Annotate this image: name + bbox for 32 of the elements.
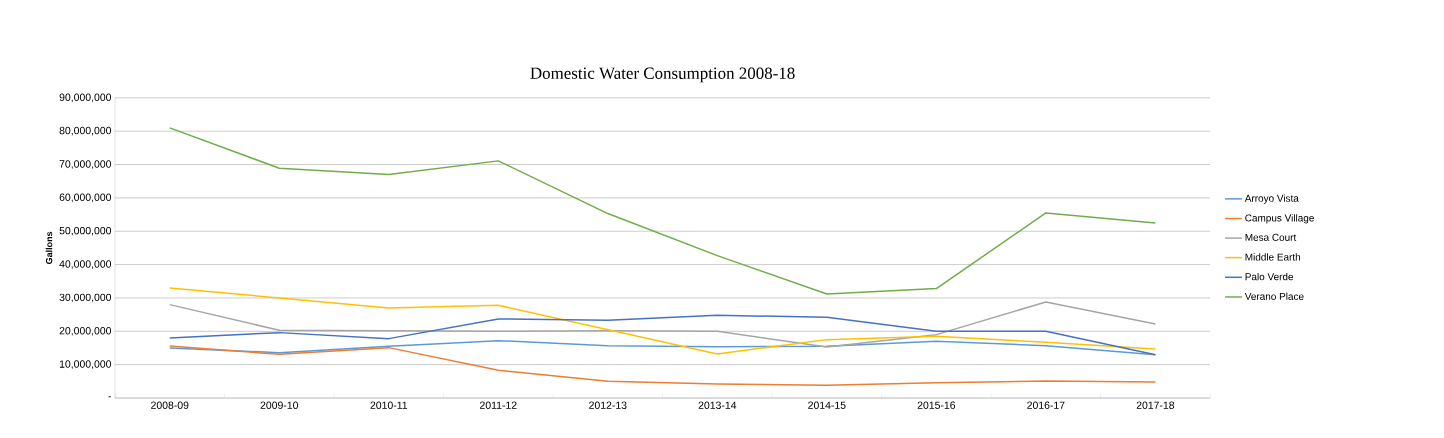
chart-title: Domestic Water Consumption 2008-18 [530,67,795,83]
x-tick-label: 2017-18 [1136,401,1175,409]
legend-label: Palo Verde [1245,272,1294,281]
x-tick-label: 2010-11 [370,401,408,409]
line-series [169,301,1157,348]
y-tick-label: 20,000,000 [59,326,112,336]
y-tick-label: 40,000,000 [59,260,112,269]
y-tick-label: 90,000,000 [59,93,112,103]
y-tick-label: 60,000,000 [59,193,112,203]
y-tick-label: 30,000,000 [59,293,112,303]
legend-label: Campus Village [1245,214,1314,224]
x-tick-label: 2012-13 [589,401,627,409]
x-tick-label: 2008-09 [151,401,189,409]
x-tick-label: 2011-12 [480,401,517,409]
x-tick-label: 2014-15 [808,401,846,409]
line-series [169,127,1157,295]
line-series [169,345,1157,387]
y-tick-label: 70,000,000 [59,160,112,169]
line-series [169,314,1157,356]
y-tick-label: 80,000,000 [59,126,112,136]
y-tick-label: - [108,396,112,398]
legend-label: Middle Earth [1245,253,1301,261]
x-tick-label: 2015-16 [917,401,956,409]
y-axis-title: Gallons [45,231,53,264]
legend-label: Arroyo Vista [1244,194,1299,204]
y-tick-label: 10,000,000 [59,360,112,369]
x-tick-label: 2013-14 [698,401,737,409]
x-tick-label: 2009-10 [260,401,299,409]
legend-label: Mesa Court [1245,233,1297,241]
x-tick-label: 2016-17 [1027,401,1065,409]
legend-label: Verano Place [1244,292,1304,300]
y-tick-label: 50,000,000 [59,226,112,236]
